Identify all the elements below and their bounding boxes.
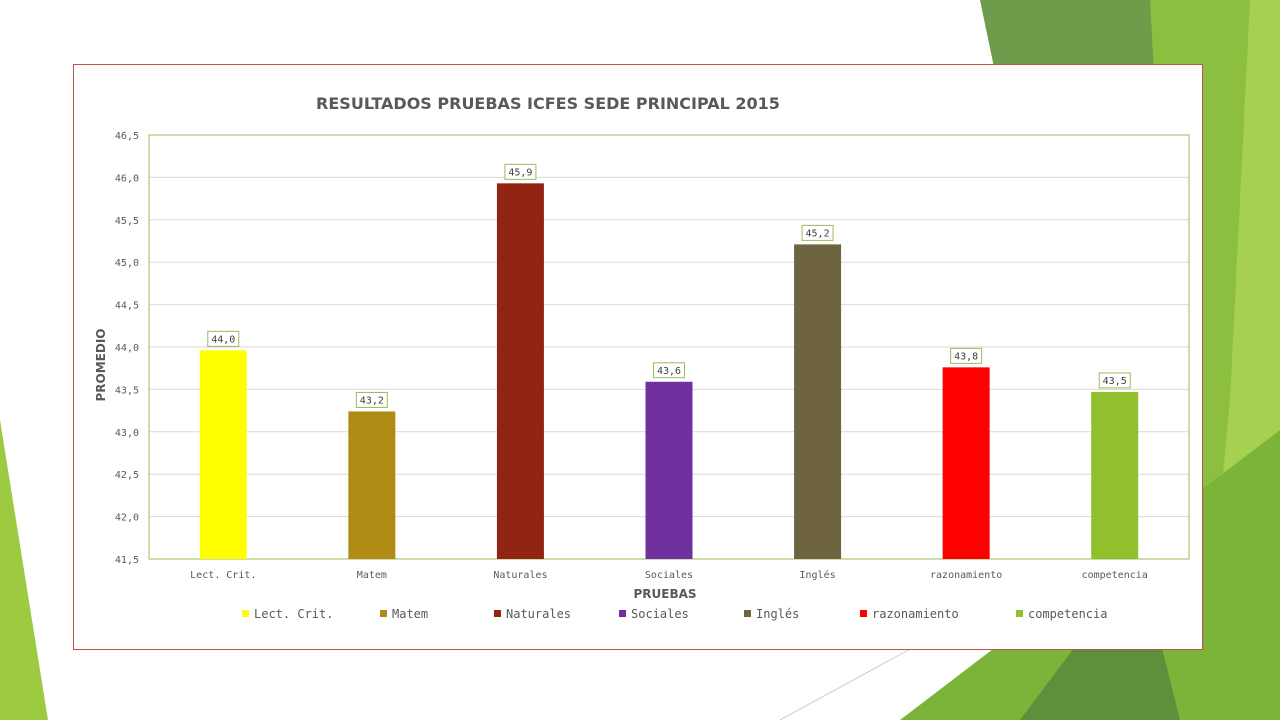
x-axis-title: PRUEBAS: [633, 587, 696, 601]
bar: [199, 350, 247, 559]
data-label: 43,8: [954, 351, 978, 362]
legend-label: competencia: [1028, 607, 1107, 621]
bar-chart: RESULTADOS PRUEBAS ICFES SEDE PRINCIPAL …: [94, 94, 1190, 621]
x-tick-label: Naturales: [493, 570, 547, 581]
legend-swatch: [242, 610, 249, 617]
legend-label: Matem: [392, 607, 428, 621]
y-tick-label: 45,5: [115, 216, 139, 227]
y-tick-label: 43,0: [115, 428, 139, 439]
legend-swatch: [494, 610, 501, 617]
data-label: 43,6: [657, 366, 681, 377]
data-label: 43,5: [1103, 376, 1127, 387]
data-label-box: [355, 391, 388, 408]
legend-label: Sociales: [631, 607, 689, 621]
data-label-box: [207, 330, 240, 347]
bar: [1091, 391, 1139, 559]
legend-swatch: [1016, 610, 1023, 617]
legend-label: Naturales: [506, 607, 571, 621]
legend-label: Lect. Crit.: [254, 607, 333, 621]
x-tick-label: Matem: [357, 570, 387, 581]
chart-title: RESULTADOS PRUEBAS ICFES SEDE PRINCIPAL …: [316, 94, 780, 113]
bar: [496, 183, 544, 559]
y-tick-label: 42,5: [115, 470, 139, 481]
data-label-box: [653, 362, 685, 379]
bar: [645, 381, 693, 559]
x-tick-label: razonamiento: [930, 570, 1002, 581]
y-tick-label: 46,0: [115, 173, 139, 184]
legend-label: razonamiento: [872, 607, 959, 621]
x-tick-label: Sociales: [645, 570, 693, 581]
x-tick-label: competencia: [1082, 570, 1148, 581]
legend-swatch: [619, 610, 626, 617]
data-label: 45,9: [508, 167, 532, 178]
green-shape-left: [0, 420, 48, 720]
data-label-box: [950, 347, 983, 364]
y-tick-label: 43,5: [115, 385, 139, 396]
y-tick-label: 46,5: [115, 131, 139, 142]
y-tick-label: 42,0: [115, 513, 139, 524]
data-label-box: [504, 163, 537, 180]
data-label: 43,2: [360, 395, 384, 406]
y-tick-label: 45,0: [115, 258, 139, 269]
data-label-box: [1098, 372, 1131, 389]
data-label-box: [801, 224, 834, 241]
bar: [348, 411, 396, 559]
x-tick-label: Inglés: [800, 569, 836, 581]
legend-swatch: [380, 610, 387, 617]
data-label: 44,0: [211, 334, 235, 345]
legend-label: Inglés: [756, 607, 799, 621]
data-label: 45,2: [806, 228, 830, 239]
bar: [794, 244, 842, 559]
legend-swatch: [744, 610, 751, 617]
legend-swatch: [860, 610, 867, 617]
chart-container: RESULTADOS PRUEBAS ICFES SEDE PRINCIPAL …: [73, 64, 1203, 650]
y-axis-title: PROMEDIO: [94, 328, 108, 401]
y-tick-label: 44,5: [115, 301, 139, 312]
bar: [942, 367, 990, 559]
y-tick-label: 44,0: [115, 343, 139, 354]
y-tick-label: 41,5: [115, 555, 139, 566]
x-tick-label: Lect. Crit.: [190, 570, 256, 581]
